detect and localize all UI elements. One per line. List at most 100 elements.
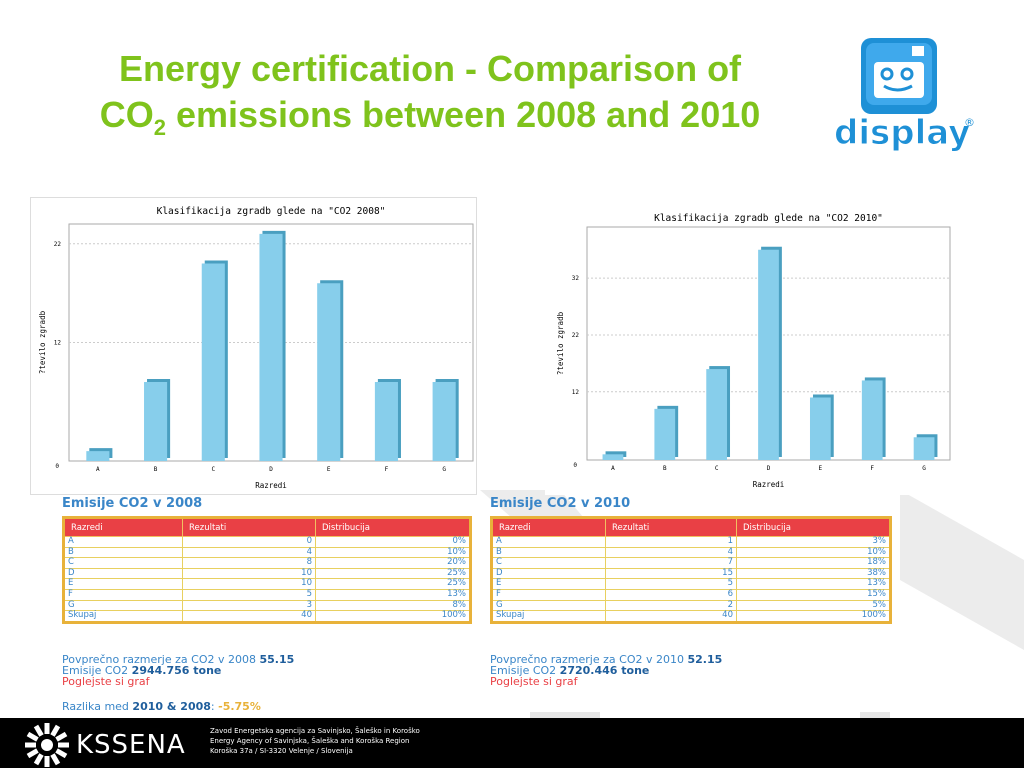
- sun-ray: [33, 724, 44, 737]
- emissions-label: Emisije CO2: [490, 664, 557, 677]
- table-row: A 0 0%: [63, 536, 471, 548]
- title-rest: emissions between 2008 and 2010: [165, 94, 761, 135]
- x-tick-label: F: [385, 466, 389, 473]
- distribution-cell: 0%: [315, 536, 471, 548]
- sun-logo-icon: [25, 723, 69, 767]
- x-tick-label: A: [96, 466, 100, 473]
- table-row: F 6 15%: [491, 588, 891, 601]
- class-cell: C: [491, 557, 606, 569]
- distribution-cell: 10%: [736, 546, 891, 559]
- result-cell: 10: [182, 567, 316, 580]
- distribution-table-2010: Razredi Rezultati Distribucija A 1 3% B 4 10%…: [490, 516, 892, 624]
- bar-d: [259, 233, 283, 461]
- summary-2010: Povprečno razmerje za CO2 v 2010 52.15 E…: [490, 654, 722, 687]
- class-cell: F: [63, 588, 183, 601]
- logo-text: display: [834, 113, 970, 153]
- distribution-cell: 18%: [736, 557, 891, 569]
- bar-a: [602, 454, 624, 460]
- emissions-label: Emisije CO2: [62, 664, 129, 677]
- distribution-cell: 13%: [315, 588, 471, 601]
- result-cell: 4: [182, 546, 316, 559]
- table-2008-heading: Emisije CO2 v 2008: [62, 496, 203, 511]
- difference-colon: :: [210, 700, 215, 713]
- distribution-cell: 3%: [736, 536, 891, 548]
- distribution-cell: 15%: [736, 588, 891, 601]
- logo-registered-mark: ®: [964, 116, 975, 129]
- x-tick-label: D: [269, 466, 273, 473]
- display-logo: display ®: [834, 38, 975, 154]
- chart-2008: Klasifikacija zgradb glede na "CO2 2008"…: [30, 197, 477, 495]
- emissions-value: 2720.446 tone: [559, 664, 650, 677]
- title-co: CO: [99, 94, 154, 135]
- chart-2010: Klasifikacija zgradb glede na "CO2 2010"…: [545, 205, 960, 495]
- table-row: E 10 25%: [63, 578, 471, 590]
- table-row: D 15 38%: [491, 567, 891, 580]
- distribution-cell: 100%: [736, 610, 891, 623]
- table-row: G 2 5%: [491, 599, 891, 612]
- result-cell: 15: [605, 567, 737, 580]
- distribution-cell: 5%: [736, 599, 891, 612]
- class-cell: D: [63, 567, 183, 580]
- bar-c: [706, 369, 728, 460]
- sun-ray: [26, 731, 39, 742]
- x-tick-label: D: [767, 465, 771, 472]
- avg-ratio-2010: Povprečno razmerje za CO2 v 2010 52.15: [490, 654, 722, 665]
- bar-c: [201, 263, 225, 461]
- table-row: F 5 13%: [63, 588, 471, 601]
- table-row: D 10 25%: [63, 567, 471, 580]
- sun-ray: [55, 731, 68, 742]
- avg-label: Povprečno razmerje za CO2 v 2010: [490, 653, 684, 666]
- avg-label: Povprečno razmerje za CO2 v 2008: [62, 653, 256, 666]
- sun-ray: [26, 748, 39, 759]
- table-row: E 5 13%: [491, 578, 891, 590]
- emissions-2010: Emisije CO2 2720.446 tone: [490, 665, 722, 676]
- bar-shadow: [605, 451, 627, 457]
- header-distribucija: Distribucija: [315, 517, 471, 537]
- class-cell: E: [491, 578, 606, 590]
- footer-bar: KSSENA Zavod Energetska agencija za Savi…: [0, 718, 1024, 768]
- difference-years: 2010 & 2008: [132, 700, 211, 713]
- table-row: Skupaj 40 100%: [63, 610, 471, 623]
- x-tick-label: E: [819, 465, 823, 472]
- class-cell: G: [491, 599, 606, 612]
- result-cell: 2: [605, 599, 737, 612]
- result-cell: 5: [182, 588, 316, 601]
- footer-brand: KSSENA: [76, 730, 186, 760]
- table-row: A 1 3%: [491, 536, 891, 548]
- result-cell: 5: [605, 578, 737, 590]
- class-cell: E: [63, 578, 183, 590]
- difference-label: Razlika med: [62, 700, 129, 713]
- title-line-2: CO2 emissions between 2008 and 2010: [40, 92, 820, 151]
- table-row: B 4 10%: [63, 546, 471, 559]
- header-razredi: Razredi: [63, 517, 183, 537]
- table-row: G 3 8%: [63, 599, 471, 612]
- sun-ray: [44, 723, 50, 734]
- distribution-cell: 38%: [736, 567, 891, 580]
- avg-value: 52.15: [687, 653, 723, 666]
- table-row: C 7 18%: [491, 557, 891, 569]
- result-cell: 1: [605, 536, 737, 548]
- distribution-cell: 100%: [315, 610, 471, 623]
- view-graph-link-2008[interactable]: Poglejste si graf: [62, 675, 150, 688]
- class-cell: F: [491, 588, 606, 601]
- distribution-table-2008: Razredi Rezultati Distribucija A 0 0% B 4 10%…: [62, 516, 472, 624]
- result-cell: 40: [605, 610, 737, 623]
- distribution-cell: 8%: [315, 599, 471, 612]
- class-cell: Skupaj: [491, 610, 606, 623]
- result-cell: 0: [182, 536, 316, 548]
- table-row: C 8 20%: [63, 557, 471, 569]
- x-tick-label: G: [922, 465, 926, 472]
- header-rezultati: Rezultati: [605, 517, 737, 537]
- y-tick-label: 0: [573, 462, 577, 469]
- x-tick-label: A: [611, 465, 615, 472]
- distribution-cell: 20%: [315, 557, 471, 569]
- sun-ray: [55, 748, 68, 759]
- bar-b: [144, 382, 168, 461]
- distribution-cell: 25%: [315, 578, 471, 590]
- bar-f: [861, 380, 883, 460]
- difference-value: -5.75%: [218, 700, 261, 713]
- bar-d: [758, 249, 779, 460]
- distribution-cell: 13%: [736, 578, 891, 590]
- class-cell: A: [63, 536, 183, 548]
- view-graph-link-2010[interactable]: Poglejste si graf: [490, 675, 578, 688]
